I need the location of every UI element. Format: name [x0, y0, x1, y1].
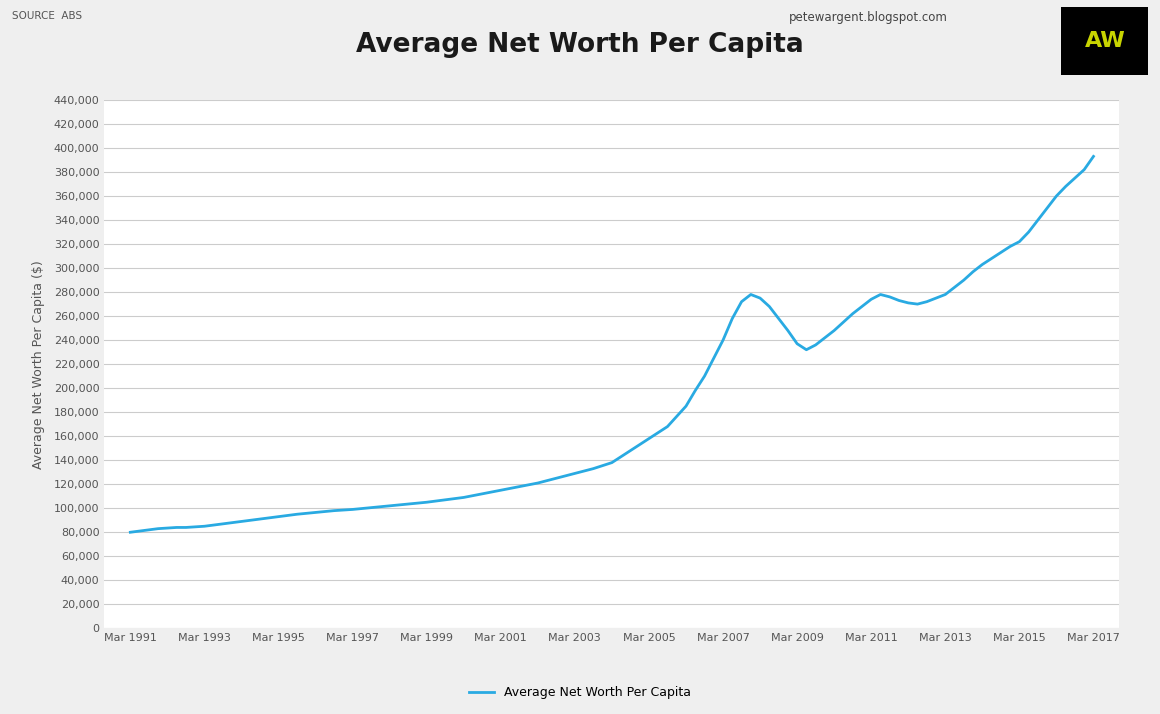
Text: petewargent.blogspot.com: petewargent.blogspot.com: [789, 11, 948, 24]
Text: Average Net Worth Per Capita: Average Net Worth Per Capita: [356, 32, 804, 58]
Text: SOURCE  ABS: SOURCE ABS: [12, 11, 81, 21]
Y-axis label: Average Net Worth Per Capita ($): Average Net Worth Per Capita ($): [32, 260, 45, 468]
Legend: Average Net Worth Per Capita: Average Net Worth Per Capita: [464, 681, 696, 704]
Text: AW: AW: [1085, 31, 1125, 51]
